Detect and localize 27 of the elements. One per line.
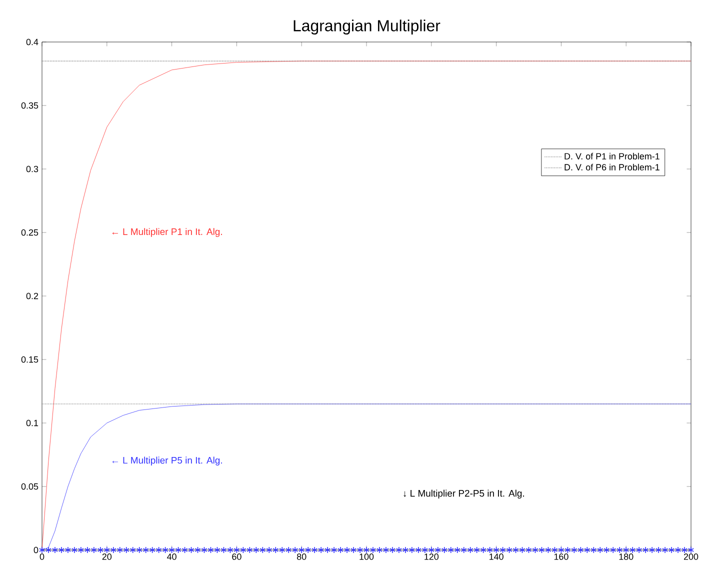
legend-label: D. V. of P6 in Problem-1 — [564, 164, 660, 170]
y-tick-label: 0.35 — [21, 102, 38, 109]
x-tick-label: 200 — [684, 554, 698, 560]
y-tick-label: 0.1 — [26, 420, 38, 426]
annotation: ← L Multiplier P1 in It. Alg. — [112, 228, 222, 237]
y-tick-label: 0.15 — [21, 356, 38, 363]
line-series — [42, 404, 692, 550]
x-tick-label: 60 — [232, 554, 242, 560]
x-tick-label: 40 — [167, 554, 176, 560]
y-tick-label: 0.2 — [26, 292, 38, 300]
x-tick-label: 20 — [102, 554, 112, 560]
x-tick-label: 120 — [424, 554, 439, 560]
x-tick-label: 140 — [490, 554, 504, 560]
y-tick-label: 0.25 — [21, 229, 38, 236]
annotation: ↓ L Multiplier P2-P5 in It. Alg. — [404, 490, 524, 499]
y-tick-label: 0.3 — [26, 166, 38, 172]
x-tick-label: 80 — [297, 554, 306, 560]
x-tick-label: 160 — [554, 554, 568, 560]
x-tick-label: 0 — [40, 554, 44, 560]
annotation: ← L Multiplier P5 in It. Alg. — [112, 456, 222, 466]
x-tick-label: 180 — [619, 554, 634, 560]
chart-title: Lagrangian Multiplier — [294, 20, 440, 35]
y-tick-label: 0.4 — [26, 38, 38, 46]
y-tick-label: 0 — [34, 546, 38, 554]
legend-label: D. V. of P1 in Problem-1 — [564, 152, 660, 160]
y-tick-label: 0.05 — [21, 483, 38, 490]
x-tick-label: 100 — [360, 554, 374, 560]
